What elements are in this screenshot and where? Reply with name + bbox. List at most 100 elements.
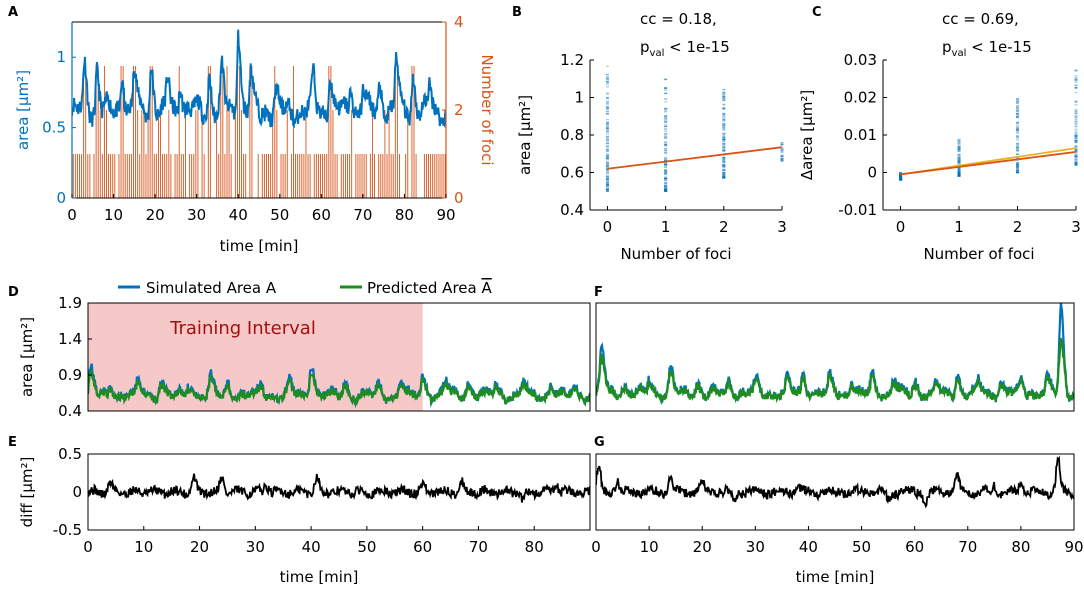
scatter-point [664,117,668,119]
y-tick-label: -0.5 [53,521,82,539]
scatter-point [605,110,609,112]
scatter-point [664,182,668,184]
scatter-point [722,164,726,167]
scatter-point [1016,148,1020,150]
scatter-point [1074,119,1078,121]
scatter-point [605,190,609,192]
panel-c: cc = 0.69, pval < 1e-15 0 1 2 3 -0.01 0 0.01 0… [798,10,1081,263]
scatter-point [664,182,668,184]
x-tick-label: 10 [640,538,659,556]
scatter-point [664,124,668,126]
scatter-point [957,149,961,151]
scatter-point [664,185,668,188]
scatter-point [1016,162,1020,164]
scatter-point [664,190,668,192]
panel-d-frame [87,302,591,412]
scatter-point [1074,134,1078,136]
scatter-point [1074,81,1078,83]
scatter-point [664,190,668,192]
scatter-point [1016,129,1020,132]
scatter-point [722,108,726,110]
scatter-point [664,179,668,181]
scatter-point [1074,140,1078,143]
panel-c-y-label: Δarea [μm²] [798,90,816,180]
scatter-point [899,177,903,179]
x-tick-label: 0 [591,538,601,556]
scatter-point [1074,164,1078,166]
scatter-point [1016,171,1020,173]
scatter-point [605,122,609,124]
scatter-point [664,159,668,162]
scatter-point [1074,135,1078,137]
scatter-point [780,158,784,160]
scatter-point [605,184,609,187]
scatter-point [1074,161,1078,163]
scatter-point [899,174,903,176]
scatter-point [1016,107,1020,109]
scatter-point [664,137,668,139]
scatter-point [722,166,726,168]
x-tick-label: 80 [525,538,544,556]
scatter-point [1074,155,1078,157]
panel-label-a: A [8,5,18,20]
scatter-point [780,154,784,156]
scatter-point [722,175,726,177]
scatter-point [664,172,668,175]
scatter-point [605,112,609,115]
scatter-point [780,158,784,160]
scatter-point [1074,142,1078,144]
panel-label-c: C [812,5,822,20]
scatter-point [1074,148,1078,151]
scatter-point [957,173,961,175]
scatter-point [899,174,903,176]
y-tick-label: 0 [72,483,82,501]
scatter-point [664,187,668,189]
scatter-point [605,77,609,79]
scatter-point [957,174,961,176]
scatter-point [1074,158,1078,160]
scatter-point [1074,87,1078,89]
scatter-point [722,173,726,175]
scatter-point [722,108,726,110]
scatter-point [1016,145,1020,148]
scatter-point [1016,102,1020,104]
scatter-point [1016,165,1020,167]
scatter-point [1016,127,1020,129]
scatter-point [722,169,726,172]
scatter-point [722,92,726,94]
scatter-point [722,112,726,114]
scatter-point [1074,163,1078,165]
x-tick-label: 50 [852,538,871,556]
scatter-point [722,113,726,115]
scatter-point [605,172,609,174]
scatter-point [605,185,609,187]
scatter-point [664,125,668,128]
scatter-point [664,177,668,180]
scatter-point [722,156,726,159]
scatter-point [722,171,726,173]
scatter-point [664,190,668,192]
panel-g: 0 10 20 30 40 50 60 70 80 90 time [min] [591,453,1084,586]
panel-f-frame [595,302,1075,412]
scatter-point [664,136,668,138]
scatter-point [899,175,903,177]
scatter-point [605,180,609,182]
scatter-point [605,163,609,165]
x-tick-label: 60 [905,538,924,556]
scatter-point [664,151,668,153]
scatter-point [605,168,609,170]
scatter-point [722,173,726,175]
scatter-point [899,179,903,181]
scatter-point [1074,154,1078,156]
scatter-point [899,177,903,179]
scatter-point [899,177,903,179]
y-tick-label: 1.4 [58,330,82,348]
scatter-point [664,164,668,166]
scatter-point [899,174,903,177]
scatter-point [899,177,903,179]
scatter-point [722,174,726,176]
scatter-point [899,178,903,180]
scatter-point [1016,171,1020,173]
scatter-point [605,86,609,88]
scatter-point [1074,137,1078,139]
